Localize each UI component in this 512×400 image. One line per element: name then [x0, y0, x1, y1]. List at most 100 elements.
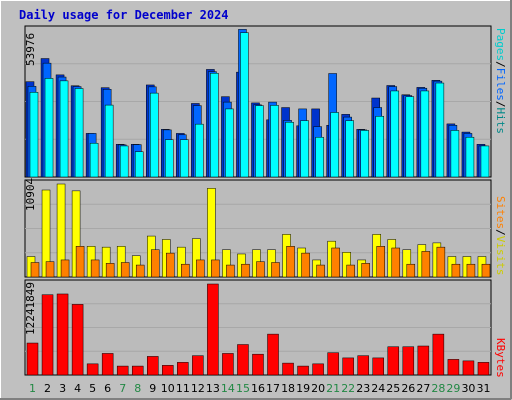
bar-hits	[360, 130, 369, 178]
bar-hits	[74, 88, 84, 178]
bar-kbytes	[101, 353, 114, 376]
bar-kbytes	[417, 345, 430, 376]
bar-hits	[435, 82, 445, 178]
x-tick-day: 19	[296, 382, 311, 395]
bar-sites	[466, 263, 476, 278]
bar-hits	[330, 112, 339, 178]
bar-sites	[241, 263, 250, 278]
bar-sites	[301, 252, 310, 278]
x-tick-day: 14	[220, 382, 235, 395]
bar-sites	[406, 263, 416, 278]
chart-title: Daily usage for December 2024	[19, 8, 229, 22]
bar-hits	[270, 105, 279, 178]
legend-text: /	[494, 61, 507, 68]
bar-hits	[465, 136, 475, 178]
legend-text: Pages	[494, 28, 507, 62]
x-tick-day: 10	[160, 382, 175, 395]
x-tick-day: 18	[281, 382, 296, 395]
x-tick-day: 16	[251, 382, 265, 395]
bar-sites	[361, 263, 370, 278]
bar-hits	[345, 120, 354, 178]
bar-sites	[75, 246, 85, 278]
bar-kbytes	[177, 362, 189, 376]
bar-hits	[450, 130, 460, 178]
bar-sites	[60, 259, 70, 278]
x-tick-day: 26	[401, 382, 416, 395]
x-tick-day: 15	[235, 382, 250, 395]
bar-hits	[119, 145, 129, 178]
y-max-label-hits: 53976	[24, 32, 37, 66]
bar-sites	[256, 261, 265, 278]
bar-sites	[481, 263, 491, 278]
bar-kbytes	[462, 360, 475, 376]
bar-kbytes	[147, 356, 159, 376]
legend-text: Visits	[494, 235, 507, 276]
bar-hits	[210, 72, 219, 178]
bar-hits	[44, 78, 54, 178]
legend-text: /	[494, 229, 507, 236]
chart-panels	[24, 25, 492, 376]
x-tick-day: 7	[119, 382, 127, 395]
x-tick-day: 29	[446, 382, 461, 395]
y-max-label-visits: 10904	[24, 177, 37, 211]
bar-kbytes	[71, 304, 84, 376]
bar-sites	[45, 261, 55, 278]
x-tick-day: 20	[311, 382, 326, 395]
bar-hits	[300, 120, 309, 178]
legend-sites-visits: Sites/Visits	[494, 196, 507, 276]
bar-sites	[331, 247, 340, 278]
bar-sites	[166, 252, 175, 278]
bar-sites	[30, 262, 40, 278]
bar-kbytes	[267, 333, 279, 376]
bar-hits	[390, 90, 400, 178]
x-tick-day: 5	[89, 382, 97, 395]
bar-kbytes	[402, 346, 415, 376]
x-tick-day: 1	[29, 382, 37, 395]
bar-kbytes	[327, 352, 339, 376]
bar-kbytes	[26, 342, 39, 376]
x-tick-day: 23	[356, 382, 371, 395]
bar-hits	[420, 90, 430, 178]
bar-sites	[271, 262, 280, 278]
bar-hits	[375, 116, 384, 178]
bar-sites	[436, 246, 446, 278]
bar-hits	[165, 139, 174, 178]
bar-kbytes	[41, 294, 54, 376]
bar-kbytes	[222, 353, 234, 376]
bar-hits	[29, 92, 39, 178]
bar-sites	[421, 251, 431, 278]
x-tick-day: 12	[190, 382, 205, 395]
bar-kbytes	[432, 333, 445, 376]
y-max-label-kbytes: 12241849	[24, 282, 37, 335]
bar-kbytes	[342, 357, 354, 376]
x-tick-day: 21	[326, 382, 341, 395]
bar-kbytes	[56, 293, 69, 376]
bar-kbytes	[387, 346, 400, 376]
bar-hits	[255, 105, 264, 178]
bar-hits	[240, 32, 249, 178]
bar-sites	[451, 263, 461, 278]
x-tick-day: 17	[266, 382, 281, 395]
bar-hits	[480, 145, 490, 178]
bar-sites	[391, 247, 401, 278]
x-tick-day: 6	[104, 382, 112, 395]
bar-sites	[346, 264, 355, 278]
bar-sites	[286, 246, 295, 278]
x-tick-day: 8	[134, 382, 142, 395]
x-tick-day: 11	[175, 382, 190, 395]
bar-kbytes	[282, 362, 294, 376]
bar-sites	[90, 259, 100, 278]
bar-sites	[135, 264, 145, 278]
bar-kbytes	[372, 357, 384, 376]
bar-kbytes	[237, 344, 249, 376]
legend-text: Hits	[494, 107, 507, 135]
bar-kbytes	[297, 365, 309, 376]
bar-kbytes	[192, 355, 204, 376]
x-tick-day: 25	[386, 382, 401, 395]
bar-hits	[89, 142, 99, 178]
legend-pages-files-hits: Pages/Files/Hits	[494, 28, 507, 134]
bar-kbytes	[116, 365, 129, 376]
bar-sites	[196, 259, 205, 278]
legend-text: Files	[494, 67, 507, 101]
bar-sites	[226, 264, 235, 278]
